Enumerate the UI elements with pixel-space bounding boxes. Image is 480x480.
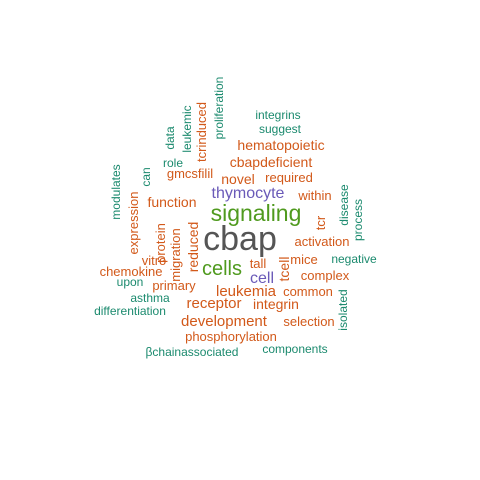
word-49: components bbox=[262, 342, 327, 356]
word-24: leukemia bbox=[216, 283, 277, 300]
word-5: cell bbox=[250, 270, 274, 287]
word-41: modulates bbox=[109, 164, 123, 219]
word-26: primary bbox=[152, 278, 196, 293]
word-17: migration bbox=[168, 228, 183, 281]
word-12: within bbox=[297, 188, 331, 203]
word-23: complex bbox=[301, 268, 350, 283]
word-2: signaling bbox=[211, 200, 302, 226]
word-4: thymocyte bbox=[212, 185, 285, 202]
word-8: novel bbox=[221, 171, 254, 187]
word-28: integrin bbox=[253, 296, 299, 312]
word-44: negative bbox=[331, 252, 377, 266]
word-45: upon bbox=[117, 275, 144, 289]
word-50: βchainassociated bbox=[146, 345, 239, 359]
word-19: vitro bbox=[142, 253, 167, 268]
word-25: common bbox=[283, 284, 333, 299]
word-6: hematopoietic bbox=[237, 137, 324, 153]
word-38: data bbox=[163, 126, 177, 150]
word-18: chemokine bbox=[100, 264, 163, 279]
word-43: process bbox=[351, 199, 365, 241]
word-11: gmcsfilil bbox=[167, 166, 213, 181]
word-35: suggest bbox=[259, 122, 302, 136]
word-29: development bbox=[181, 313, 268, 330]
word-20: tall bbox=[250, 256, 267, 271]
word-15: expression bbox=[126, 192, 141, 255]
word-46: asthma bbox=[130, 291, 170, 305]
word-7: cbapdeficient bbox=[230, 154, 313, 170]
word-3: cells bbox=[202, 258, 242, 280]
word-10: function bbox=[147, 194, 196, 210]
word-37: leukemic bbox=[180, 105, 194, 152]
word-1: cbap bbox=[203, 220, 277, 258]
word-34: integrins bbox=[255, 108, 300, 122]
word-40: can bbox=[139, 167, 153, 186]
word-13: activation bbox=[295, 234, 350, 249]
word-14: reduced bbox=[185, 222, 201, 273]
word-9: required bbox=[265, 170, 313, 185]
word-48: isolated bbox=[336, 289, 350, 330]
word-30: selection bbox=[283, 314, 334, 329]
word-39: role bbox=[163, 156, 183, 170]
word-42: disease bbox=[337, 184, 351, 226]
word-33: tcrinduced bbox=[194, 102, 209, 162]
word-22: tcell bbox=[276, 257, 292, 282]
word-31: phosphorylation bbox=[185, 329, 277, 344]
word-21: mice bbox=[290, 252, 317, 267]
word-32: tcr bbox=[313, 215, 328, 230]
word-47: differentiation bbox=[94, 304, 166, 318]
word-16: protein bbox=[153, 223, 168, 263]
word-27: receptor bbox=[186, 295, 241, 312]
word-36: proliferation bbox=[212, 77, 226, 140]
